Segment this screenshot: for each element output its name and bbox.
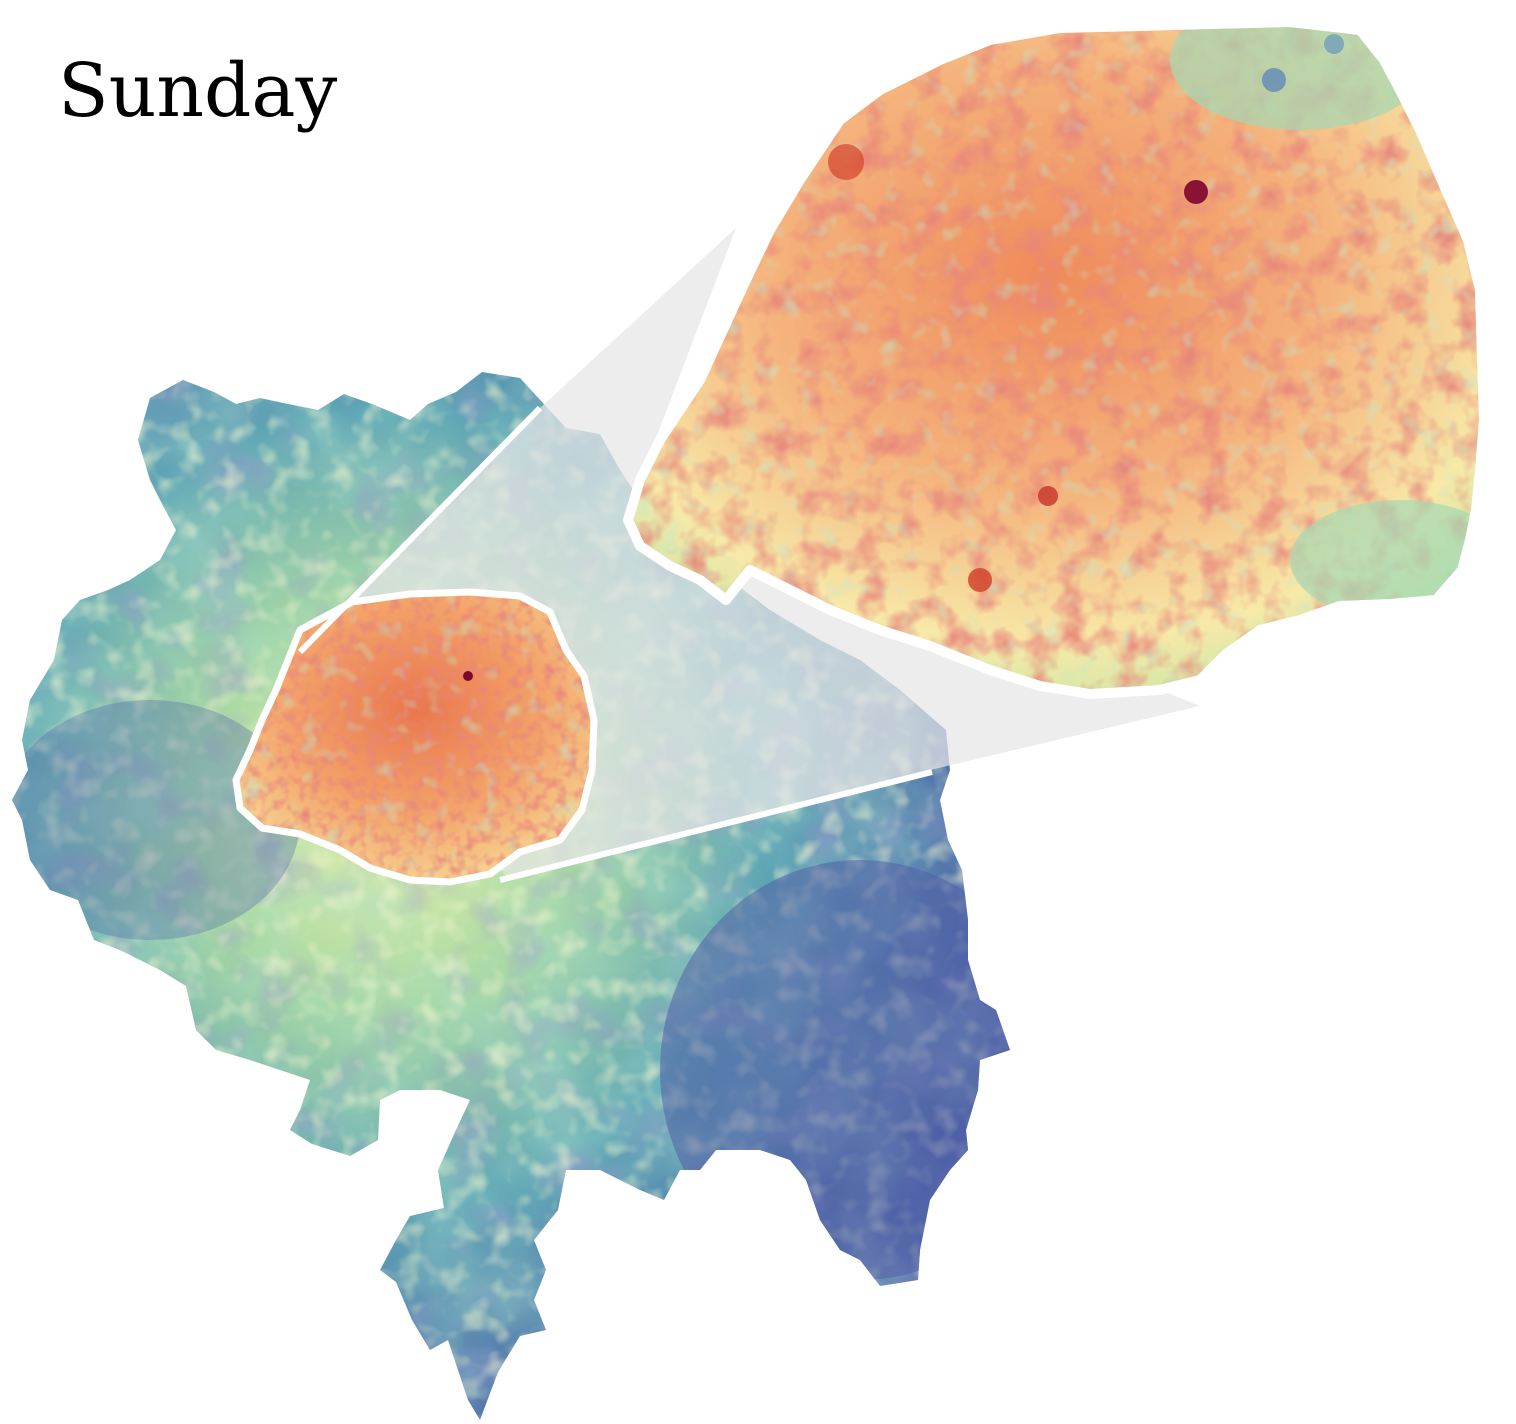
zoom-inset-outline: [623, 17, 1489, 699]
figure-title: Sunday: [58, 48, 338, 134]
zoom-connector-line-top: [297, 405, 543, 655]
inner-core-outline: [232, 588, 598, 886]
zoom-connector-line-bottom: [499, 769, 933, 883]
